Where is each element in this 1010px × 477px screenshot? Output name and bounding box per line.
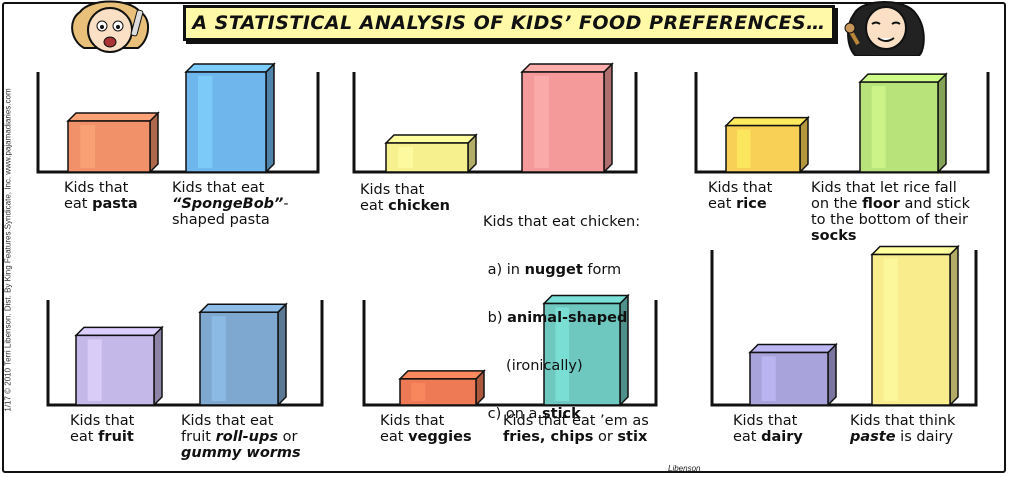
panel-6-bar-1 bbox=[748, 342, 838, 407]
caption-pasta: Kids that eat pasta bbox=[64, 180, 138, 212]
girl-right-illustration bbox=[844, 1, 925, 56]
caption-chicken: Kids that eat chicken bbox=[360, 182, 451, 214]
caption-veggies: Kids that eat veggies bbox=[380, 413, 472, 445]
panel-5-bar-1 bbox=[398, 369, 486, 407]
title-banner: A STATISTICAL ANALYSIS OF KIDS’ FOOD PRE… bbox=[183, 5, 835, 41]
panel-4-bar-2 bbox=[198, 302, 288, 407]
caption-paste: Kids that think paste is dairy bbox=[850, 413, 956, 445]
caption-chicken-forms: Kids that eat chicken: a) in nugget form… bbox=[483, 214, 641, 422]
panel-3-axis bbox=[694, 72, 990, 174]
panel-5-bar-2 bbox=[542, 293, 630, 407]
caption-spongebob-pasta: Kids that eat “SpongeBob”- shaped pasta bbox=[172, 180, 289, 228]
panel-1-bar-1 bbox=[66, 111, 160, 174]
caption-rice: Kids that eat rice bbox=[708, 180, 773, 212]
panel-6-axis bbox=[710, 250, 978, 407]
panel-3-bar-2 bbox=[858, 72, 948, 174]
panel-1-bar-2 bbox=[184, 62, 276, 174]
panel-4-axis bbox=[46, 300, 324, 407]
caption-fruit: Kids that eat fruit bbox=[70, 413, 135, 445]
panel-3-bar-1 bbox=[724, 115, 810, 174]
panel-5-axis bbox=[362, 300, 658, 407]
caption-fries: Kids that eat ’em as fries, chips or sti… bbox=[503, 413, 649, 445]
panel-2-bar-2 bbox=[520, 62, 614, 174]
panel-1-axis bbox=[36, 72, 320, 174]
panel-2-bar-1 bbox=[384, 133, 478, 174]
caption-rice-socks: Kids that let rice fall on the floor and… bbox=[811, 180, 971, 244]
panel-2-axis bbox=[352, 72, 638, 174]
girl-left-illustration bbox=[71, 0, 149, 53]
panel-6-bar-2 bbox=[870, 244, 960, 407]
chart-title: A STATISTICAL ANALYSIS OF KIDS’ FOOD PRE… bbox=[192, 12, 826, 34]
artist-signature: Libenson bbox=[668, 464, 701, 473]
panel-4-bar-1 bbox=[74, 325, 164, 407]
caption-fruit-rollups: Kids that eat fruit roll-ups or gummy wo… bbox=[181, 413, 301, 461]
caption-dairy: Kids that eat dairy bbox=[733, 413, 803, 445]
